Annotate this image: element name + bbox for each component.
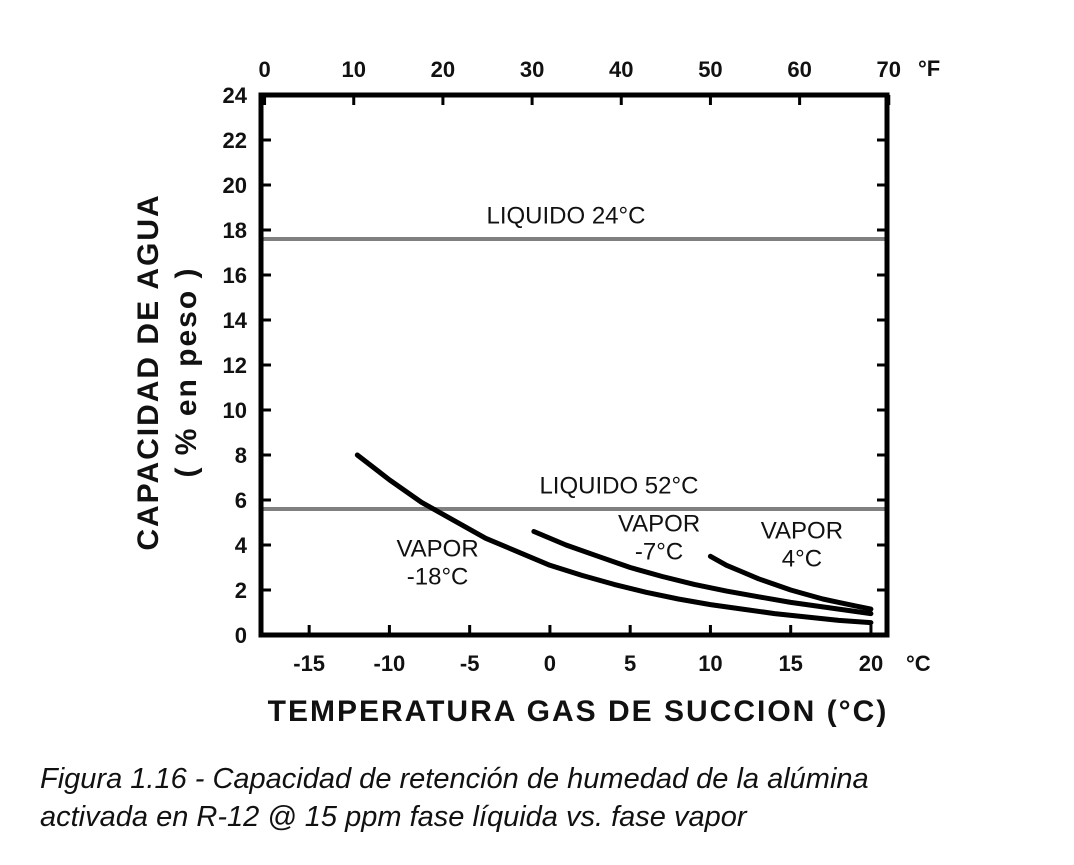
x-axis-title: TEMPERATURA GAS DE SUCCION (°C) bbox=[268, 695, 889, 728]
series-line-curve bbox=[354, 452, 874, 626]
y-tick-label: 14 bbox=[223, 308, 248, 333]
series-line-curve bbox=[531, 529, 874, 617]
y-tick-label: 24 bbox=[223, 83, 248, 108]
y-tick-label: 2 bbox=[235, 578, 247, 603]
series-label: LIQUIDO 24°C bbox=[486, 202, 645, 229]
chart-figure: 0 10 20 30 40 50 60 70 0 2 4 6 8 10 12 14 16 18 20 22 24 -1… bbox=[132, 56, 940, 728]
x-tick-label: -5 bbox=[460, 651, 480, 676]
y-tick-label: 16 bbox=[223, 263, 247, 288]
series-layer bbox=[261, 237, 887, 626]
top-fahrenheit-axis: 0 10 20 30 40 50 60 70 bbox=[258, 57, 901, 105]
x-tick-label: 10 bbox=[698, 651, 722, 676]
series-label: -7°C bbox=[635, 539, 683, 566]
caption-line-1: Figura 1.16 - Capacidad de retención de … bbox=[40, 763, 869, 795]
y-axis-title: CAPACIDAD DE AGUA bbox=[132, 193, 165, 550]
y-tick-label: 10 bbox=[223, 398, 247, 423]
x-tick-label: -15 bbox=[293, 651, 325, 676]
figure-caption: Figura 1.16 - Capacidad de retención de … bbox=[40, 760, 1040, 836]
y-tick-label: 20 bbox=[223, 173, 247, 198]
y-axis-subtitle: ( % en peso ) bbox=[170, 266, 203, 477]
y-tick-label: 4 bbox=[235, 533, 248, 558]
x2-tick-label: 0 bbox=[258, 57, 270, 82]
x2-tick-label: 10 bbox=[341, 57, 365, 82]
top-axis-unit: °F bbox=[918, 56, 940, 81]
x-tick-label: -10 bbox=[374, 651, 406, 676]
series-label: VAPOR bbox=[396, 535, 478, 562]
y-tick-label: 12 bbox=[223, 353, 247, 378]
x-tick-label: 20 bbox=[859, 651, 883, 676]
y-tick-label: 0 bbox=[235, 623, 247, 648]
x-axis-unit: °C bbox=[906, 651, 931, 676]
y-tick-label: 8 bbox=[235, 443, 247, 468]
x2-tick-label: 70 bbox=[877, 57, 901, 82]
series-label: VAPOR bbox=[618, 511, 700, 538]
x2-tick-label: 30 bbox=[520, 57, 544, 82]
series-label: 4°C bbox=[782, 545, 822, 572]
series-label: LIQUIDO 52°C bbox=[539, 472, 698, 499]
y-tick-label: 6 bbox=[235, 488, 247, 513]
x2-tick-label: 50 bbox=[698, 57, 722, 82]
series-line-curve bbox=[707, 553, 874, 612]
y-tick-label: 22 bbox=[223, 128, 247, 153]
x2-tick-label: 60 bbox=[787, 57, 811, 82]
series-label: -18°C bbox=[407, 563, 469, 590]
series-label: VAPOR bbox=[761, 517, 843, 544]
x-tick-label: 5 bbox=[624, 651, 636, 676]
plot-frame bbox=[258, 92, 890, 638]
x-tick-label: 15 bbox=[778, 651, 802, 676]
x-tick-label: 0 bbox=[544, 651, 556, 676]
caption-line-2: activada en R-12 @ 15 ppm fase líquida v… bbox=[40, 801, 747, 833]
x2-tick-label: 20 bbox=[431, 57, 455, 82]
x2-tick-label: 40 bbox=[609, 57, 633, 82]
y-tick-label: 18 bbox=[223, 218, 247, 243]
